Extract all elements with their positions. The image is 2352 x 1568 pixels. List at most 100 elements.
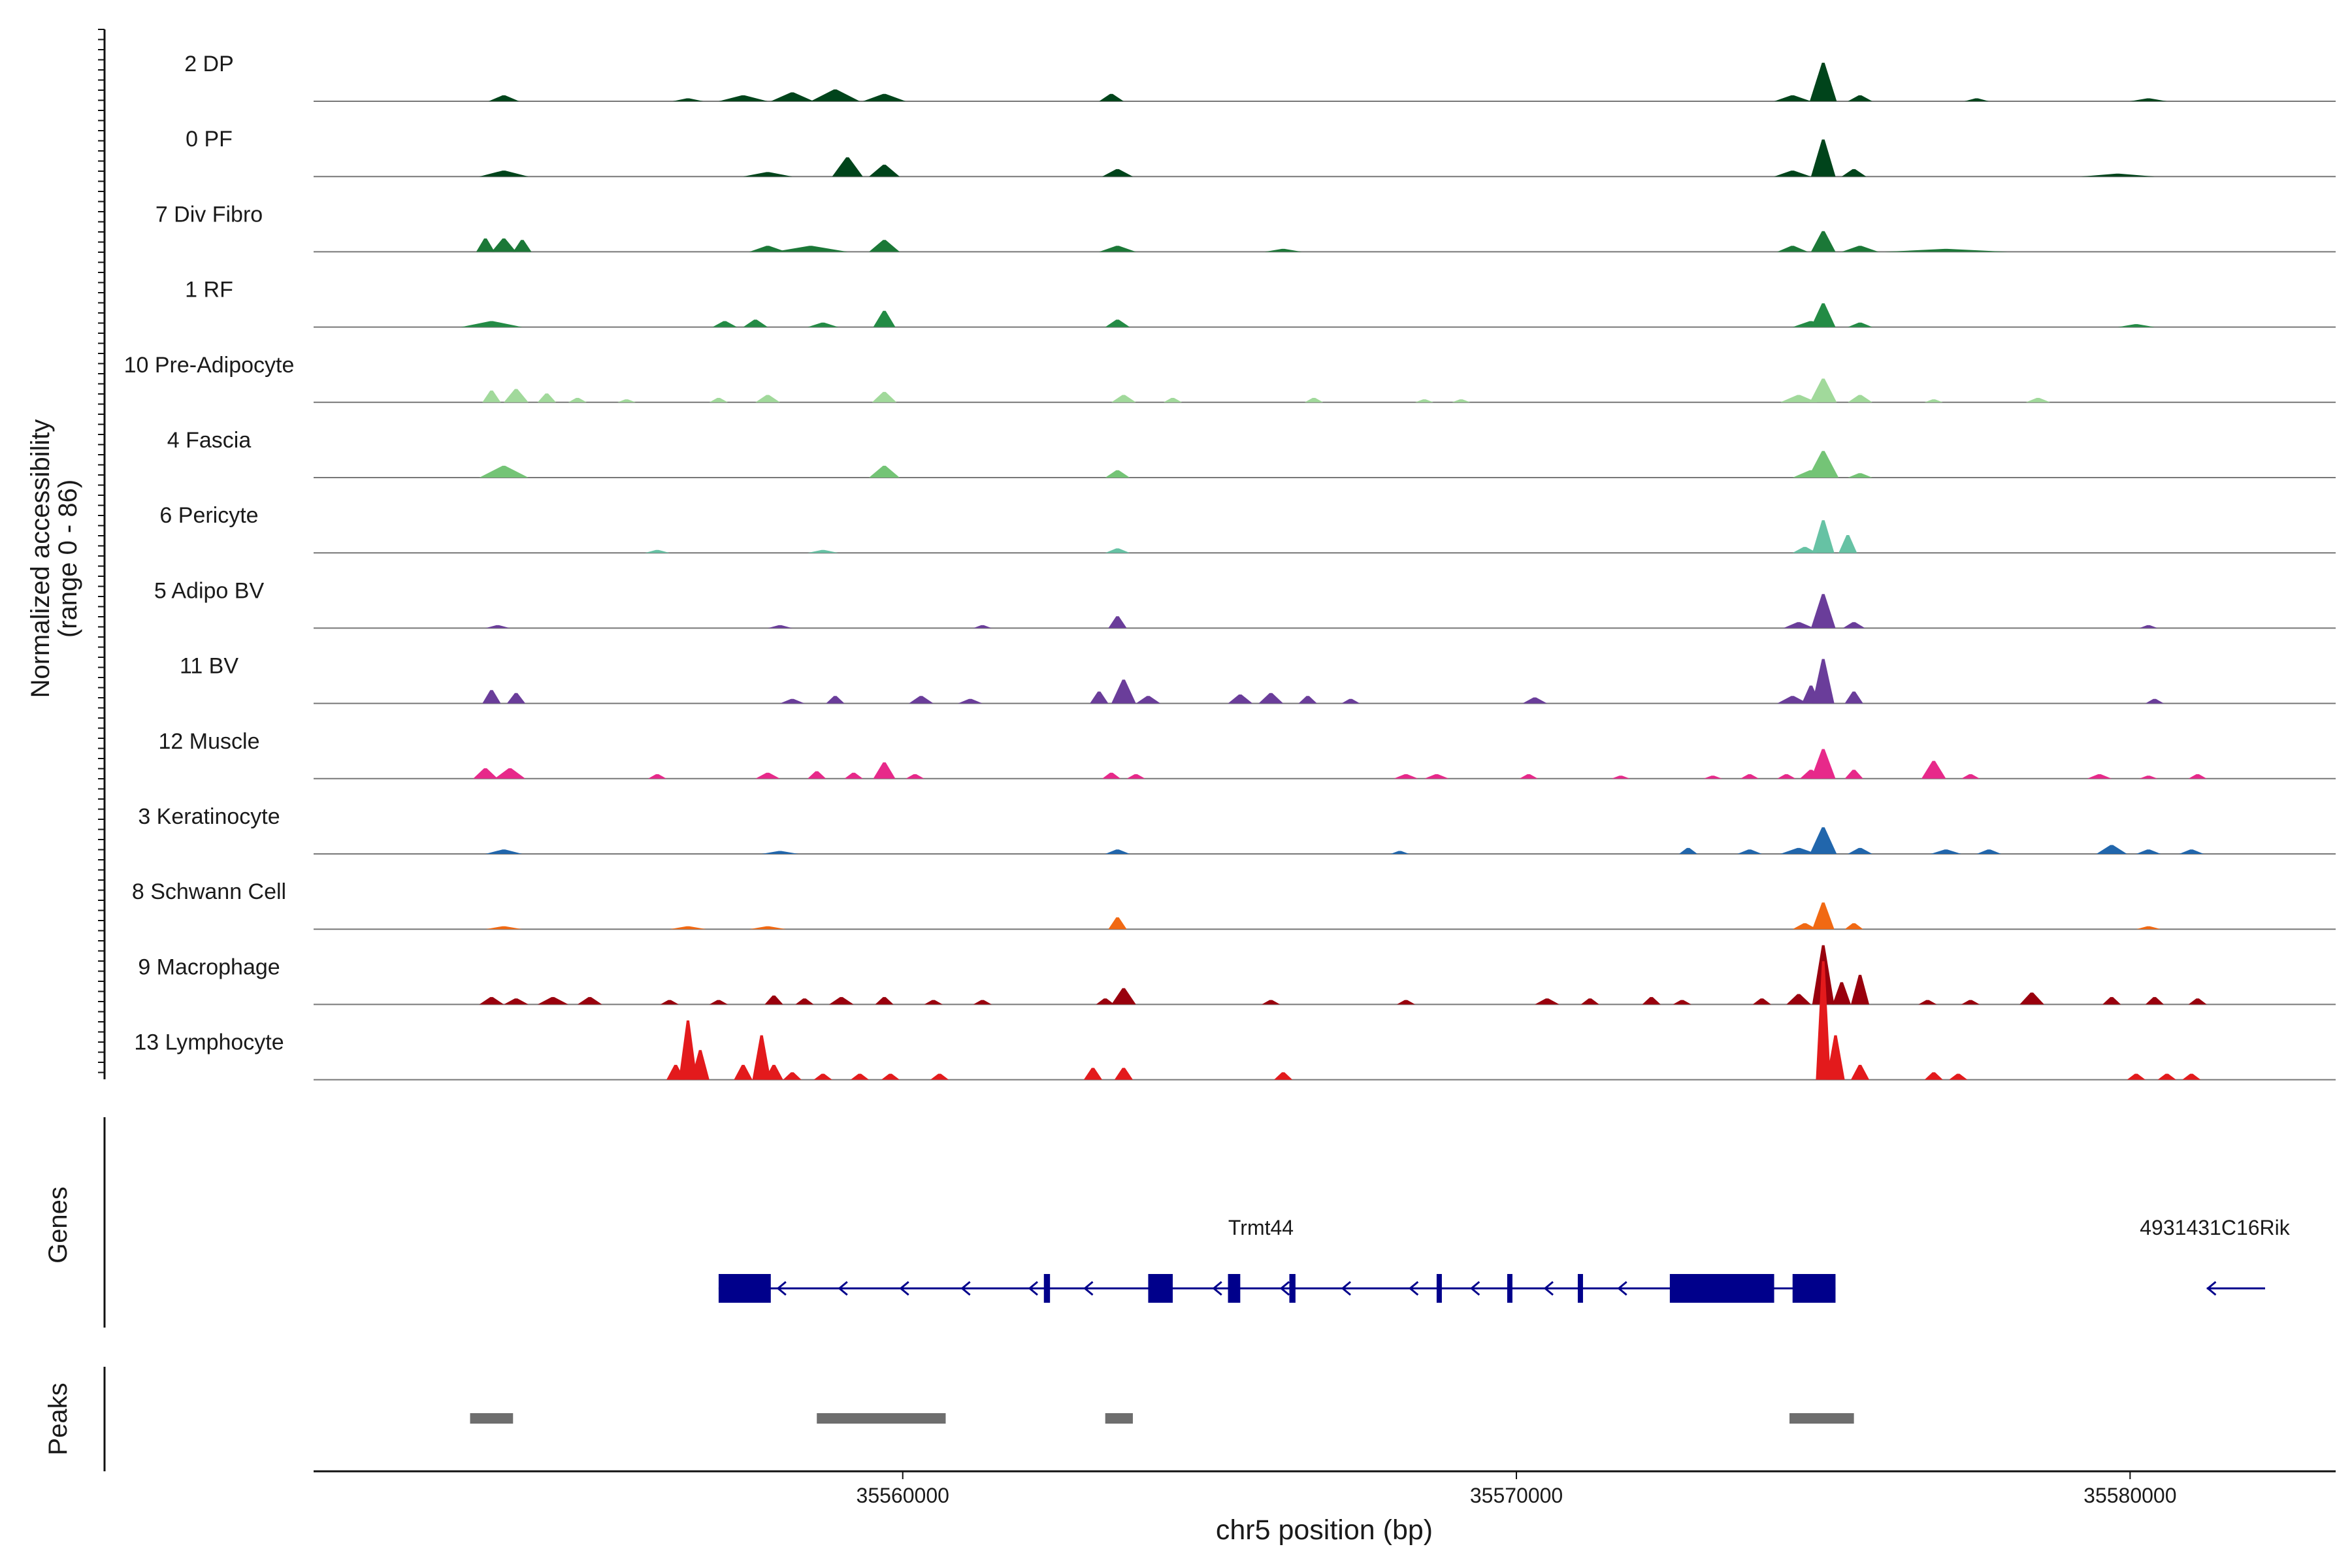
coverage-peak [774, 246, 848, 252]
coverage-peak [2188, 774, 2207, 779]
coverage-peak [1842, 622, 1865, 629]
coverage-peak [1792, 547, 1818, 553]
coverage-peak [1851, 1064, 1870, 1080]
coverage-peak [1774, 171, 1811, 177]
coverage-peak [764, 995, 783, 1005]
coverage-peak [1808, 451, 1839, 478]
coverage-peak [1424, 774, 1449, 779]
coverage-peak [1848, 322, 1872, 327]
coverage-peak [873, 310, 896, 327]
coverage-peak [1262, 1000, 1281, 1005]
coverage-peak [749, 246, 787, 252]
coverage-peak [1810, 139, 1836, 177]
x-axis-label: chr5 position (bp) [1216, 1514, 1433, 1546]
coverage-peak [1737, 849, 1762, 854]
coverage-track: 9 Macrophage [138, 945, 2336, 1005]
peak-region [470, 1413, 514, 1424]
coverage-peak [669, 926, 707, 930]
coverage-peak [813, 1073, 832, 1080]
coverage-peak [1228, 694, 1253, 704]
coverage-peak [1810, 378, 1837, 402]
peak-region [1105, 1413, 1133, 1424]
track-label: 6 Pericyte [159, 503, 258, 528]
coverage-peak [1305, 398, 1324, 402]
track-label: 11 BV [180, 654, 238, 679]
coverage-peak [1924, 1072, 1943, 1080]
coverage-peak [461, 321, 523, 327]
coverage-track: 10 Pre-Adipocyte [124, 353, 2336, 403]
coverage-peak [1535, 998, 1560, 1005]
strand-arrow [1409, 1281, 1419, 1296]
coverage-peak [485, 625, 510, 629]
strand-arrow [899, 1281, 909, 1296]
coverage-peak [504, 998, 529, 1005]
coverage-peak [1918, 1000, 1937, 1005]
x-axis-tick-label: 35560000 [857, 1484, 949, 1507]
coverage-peak [1921, 760, 1946, 779]
coverage-peak [1105, 849, 1130, 854]
coverage-peak [2130, 98, 2167, 101]
coverage-peak [1812, 902, 1835, 930]
coverage-peak [1810, 63, 1837, 101]
coverage-track: 1 RF [185, 278, 2336, 328]
track-label: 8 Schwann Cell [132, 879, 286, 904]
strand-arrow [1543, 1281, 1554, 1296]
coverage-peak [488, 95, 519, 101]
coverage-peak [832, 157, 863, 177]
coverage-peak [755, 395, 780, 402]
coverage-peak [2145, 997, 2164, 1005]
coverage-peak [1703, 776, 1722, 779]
x-axis-ticks: 35560000 35570000 35580000 [857, 1471, 2177, 1507]
coverage-peak [2096, 845, 2127, 854]
coverage-peak [1832, 982, 1851, 1005]
coverage-peak [2157, 1073, 2176, 1080]
coverage-peak [2127, 1073, 2146, 1080]
coverage-peak [1949, 1073, 1968, 1080]
coverage-peak [479, 171, 529, 177]
coverage-tracks: 2 DP 0 PF 7 Div Fibro 1 RF 10 Pre-Adipocyte 4… [124, 52, 2336, 1081]
coverage-peak [1838, 535, 1857, 553]
coverage-peak [1394, 774, 1418, 779]
coverage-track: 0 PF [186, 127, 2336, 178]
coverage-peak [761, 851, 798, 854]
coverage-peak [1810, 303, 1836, 327]
coverage-peak [906, 774, 924, 779]
coverage-peak [1777, 246, 1808, 252]
coverage-peak [1611, 776, 1630, 779]
coverage-peak [712, 321, 738, 327]
coverage-peak [1415, 399, 1434, 402]
track-label: 4 Fascia [167, 428, 252, 453]
coverage-peak [1102, 169, 1133, 177]
coverage-peak [1812, 520, 1835, 553]
coverage-peak [617, 399, 636, 402]
coverage-peak [2025, 398, 2051, 402]
coverage-peak [2188, 998, 2207, 1005]
coverage-peak [1519, 774, 1538, 779]
strand-arrow [1469, 1281, 1480, 1296]
coverage-peak [1642, 997, 1661, 1005]
coverage-peak [1792, 923, 1818, 930]
coverage-peak [743, 172, 792, 177]
coverage-peak [2087, 774, 2112, 779]
coverage-peak [660, 1000, 679, 1005]
coverage-peak [672, 98, 704, 101]
track-label: 10 Pre-Adipocyte [124, 353, 295, 378]
coverage-peak [1083, 1068, 1102, 1080]
gene-model: Trmt44 [718, 1216, 1836, 1303]
strand-arrow [838, 1281, 848, 1296]
coverage-peak [1678, 847, 1698, 854]
track-label: 0 PF [186, 127, 233, 152]
gene-label: Trmt44 [1228, 1216, 1294, 1239]
coverage-peak [1786, 994, 1811, 1005]
coverage-peak [1774, 95, 1811, 101]
coverage-peak [862, 93, 906, 101]
coverage-peak [768, 625, 792, 629]
coverage-peak [1810, 827, 1837, 854]
coverage-peak [504, 389, 529, 402]
track-label: 1 RF [185, 278, 233, 302]
coverage-peak [973, 1000, 992, 1005]
coverage-peak [764, 1064, 783, 1080]
coverage-peak [743, 319, 768, 327]
coverage-peak [1844, 923, 1863, 930]
